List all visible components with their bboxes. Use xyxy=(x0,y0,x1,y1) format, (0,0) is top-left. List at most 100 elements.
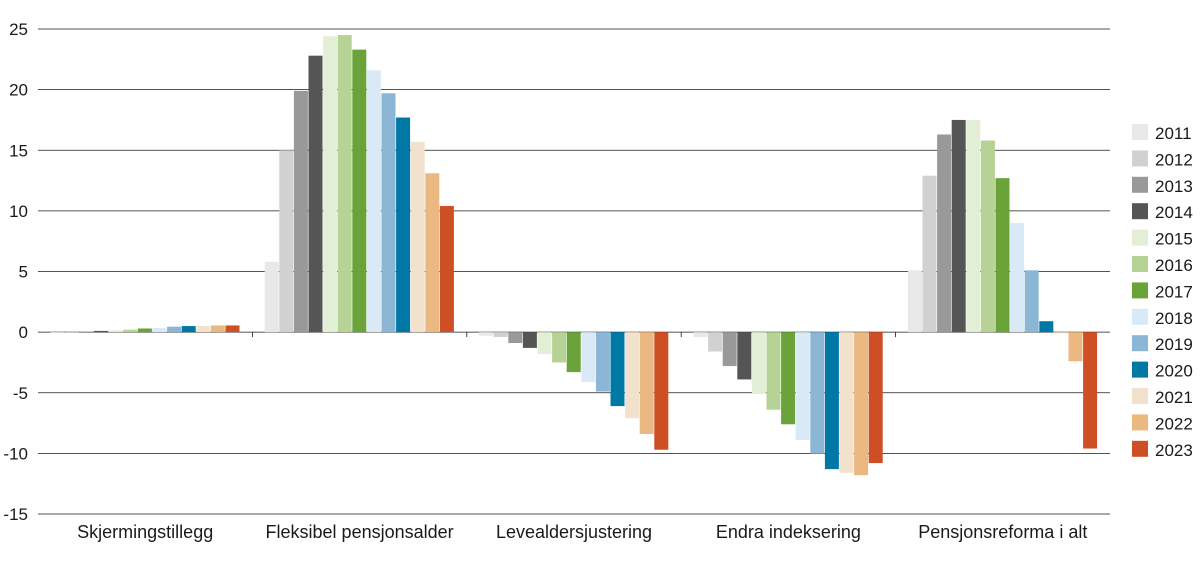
legend-swatch-2013 xyxy=(1132,176,1148,193)
bar-2011-2 xyxy=(479,332,494,336)
bar-2016-1 xyxy=(337,35,352,333)
bar-2016-0 xyxy=(123,329,138,333)
legend-swatch-2018 xyxy=(1132,308,1148,325)
y-tick-label: 15 xyxy=(9,141,28,160)
bar-2019-4 xyxy=(1024,270,1039,333)
bar-2023-0 xyxy=(225,325,240,333)
x-category-label: Pensjonsreforma i alt xyxy=(918,522,1087,542)
y-tick-label: -15 xyxy=(3,505,28,524)
bar-2021-2 xyxy=(625,332,640,419)
bar-2015-2 xyxy=(537,332,552,354)
legend-swatch-2016 xyxy=(1132,256,1148,272)
y-tick-label: 10 xyxy=(9,202,28,221)
bar-2019-0 xyxy=(167,326,182,333)
legend-label-2011: 2011 xyxy=(1155,124,1192,143)
legend-swatch-2017 xyxy=(1132,282,1148,299)
x-axis: Skjermingstillegg Fleksibel pensjonsalder… xyxy=(77,332,1087,542)
bar-2021-4 xyxy=(1053,332,1068,334)
bar-2020-3 xyxy=(824,332,839,470)
bar-2022-2 xyxy=(639,332,654,434)
legend-swatch-2014 xyxy=(1132,203,1148,220)
bar-2012-4 xyxy=(922,175,937,333)
y-tick-label: 25 xyxy=(9,20,28,39)
legend-label-2017: 2017 xyxy=(1155,282,1193,301)
legend-label-2022: 2022 xyxy=(1155,414,1193,433)
legend-swatch-2023 xyxy=(1132,440,1148,457)
bar-2018-1 xyxy=(366,70,381,333)
bar-2012-1 xyxy=(279,150,294,333)
x-category-label: Endra indeksering xyxy=(716,522,861,542)
legend-swatch-2022 xyxy=(1132,414,1148,431)
bar-2015-1 xyxy=(323,36,338,333)
y-tick-label: 5 xyxy=(19,263,28,282)
bar-2017-0 xyxy=(137,328,152,333)
bar-2020-4 xyxy=(1039,321,1054,333)
bar-2012-3 xyxy=(708,332,723,352)
legend-label-2016: 2016 xyxy=(1155,256,1193,275)
legend-label-2015: 2015 xyxy=(1155,230,1193,249)
x-category-label: Fleksibel pensjonsalder xyxy=(266,522,454,542)
bar-2013-3 xyxy=(722,332,737,367)
bar-2018-3 xyxy=(795,332,810,441)
bar-2020-1 xyxy=(396,117,411,333)
bar-2014-1 xyxy=(308,55,323,333)
bar-2023-4 xyxy=(1083,332,1098,449)
legend-label-2023: 2023 xyxy=(1155,441,1193,460)
legend: 2011 2012 2013 2014 2015 2016 2017 2018 2019 2020… xyxy=(1132,124,1193,460)
bar-2016-3 xyxy=(766,332,781,410)
bar-2017-3 xyxy=(781,332,796,425)
y-tick-label: 20 xyxy=(9,81,28,100)
bar-2020-2 xyxy=(610,332,625,407)
bar-2011-3 xyxy=(693,332,708,337)
legend-swatch-2021 xyxy=(1132,388,1148,404)
bar-2013-4 xyxy=(937,134,952,333)
bar-2018-4 xyxy=(1010,223,1025,333)
bar-2017-2 xyxy=(566,332,581,373)
bar-2023-2 xyxy=(654,332,669,450)
bar-2017-1 xyxy=(352,49,367,333)
legend-label-2012: 2012 xyxy=(1155,150,1193,169)
bar-2014-0 xyxy=(94,330,109,333)
bar-2016-2 xyxy=(552,332,567,363)
bar-2014-3 xyxy=(737,332,752,380)
y-tick-label: -10 xyxy=(3,444,28,463)
bar-2022-4 xyxy=(1068,332,1083,362)
y-axis-ticks: 25 20 15 10 5 0 -5 -10 -15 xyxy=(3,20,28,524)
bar-2011-0 xyxy=(50,332,65,333)
legend-swatch-2012 xyxy=(1132,150,1148,167)
legend-swatch-2020 xyxy=(1132,361,1148,378)
legend-label-2019: 2019 xyxy=(1155,335,1193,354)
bar-2023-1 xyxy=(439,206,454,333)
bar-2013-1 xyxy=(293,90,308,333)
bar-2013-2 xyxy=(508,332,523,344)
x-category-label: Skjermingstillegg xyxy=(77,522,213,542)
bar-2014-2 xyxy=(522,332,537,348)
bar-2020-0 xyxy=(181,326,196,333)
bar-2019-1 xyxy=(381,93,396,333)
bar-2013-0 xyxy=(79,331,94,333)
bar-2022-1 xyxy=(425,173,440,333)
legend-label-2014: 2014 xyxy=(1155,203,1193,222)
y-tick-label: 0 xyxy=(19,323,28,342)
bar-2022-3 xyxy=(854,332,869,476)
bar-2019-3 xyxy=(810,332,825,454)
legend-label-2018: 2018 xyxy=(1155,309,1193,328)
bar-2018-2 xyxy=(581,332,596,382)
bar-2011-4 xyxy=(907,270,922,333)
bar-2015-0 xyxy=(108,330,123,333)
legend-label-2013: 2013 xyxy=(1155,177,1193,196)
y-tick-label: -5 xyxy=(13,384,28,403)
bar-2021-1 xyxy=(410,141,425,333)
bars xyxy=(50,35,1098,476)
bar-2023-3 xyxy=(868,332,883,464)
legend-swatch-2015 xyxy=(1132,229,1148,246)
bar-2021-0 xyxy=(196,326,211,333)
legend-swatch-2011 xyxy=(1132,124,1148,140)
bar-2011-1 xyxy=(264,261,279,333)
legend-swatch-2019 xyxy=(1132,335,1148,352)
bar-2022-0 xyxy=(210,325,225,333)
legend-label-2021: 2021 xyxy=(1155,388,1193,407)
bar-2017-4 xyxy=(995,178,1010,333)
